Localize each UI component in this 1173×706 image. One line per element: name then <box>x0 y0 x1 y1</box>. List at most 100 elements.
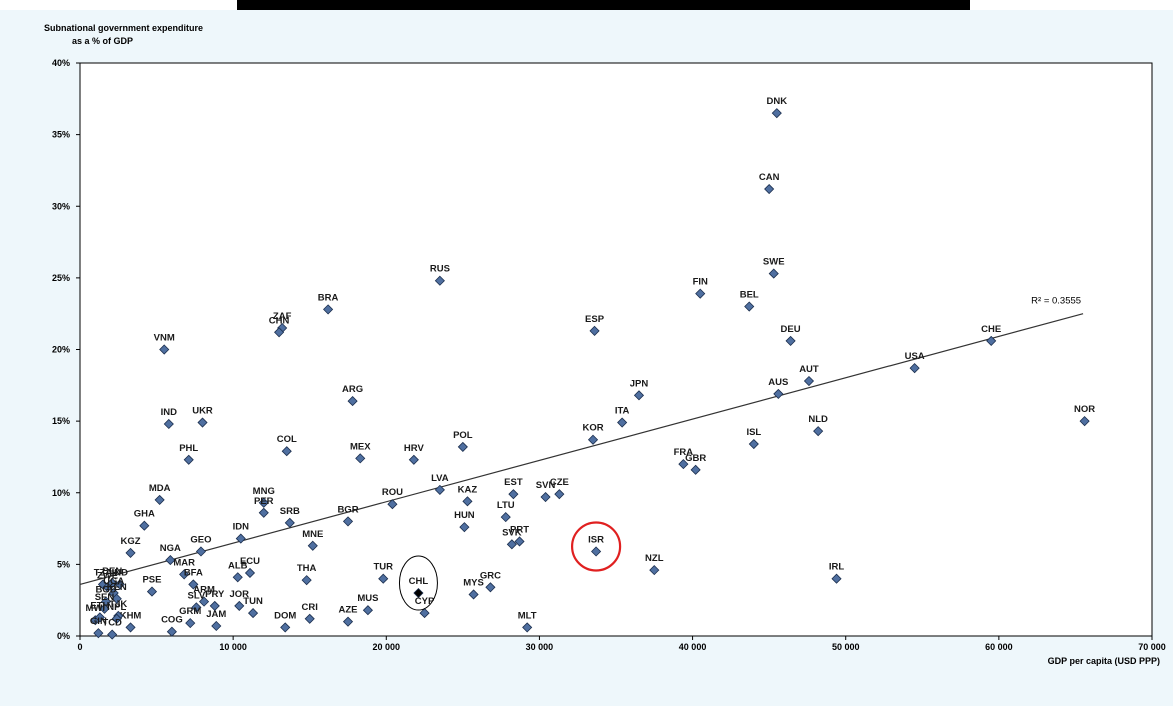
point-pol: POL <box>453 430 473 452</box>
point-label: SWE <box>763 257 785 268</box>
point-marker <box>258 497 269 508</box>
point-arm: ARM <box>193 585 215 607</box>
point-label: EST <box>504 477 523 488</box>
point-marker <box>304 613 315 624</box>
point-bra: BRA <box>318 292 339 315</box>
point-marker <box>1079 416 1090 427</box>
point-can: CAN <box>759 172 780 195</box>
point-kaz: KAZ <box>458 484 477 507</box>
point-label: PER <box>254 496 274 507</box>
point-marker <box>198 596 210 607</box>
point-bfa: BFA <box>184 567 203 590</box>
point-marker <box>695 288 706 299</box>
point-label: ISL <box>746 427 761 438</box>
point-label: DOM <box>274 610 296 621</box>
point-rus: RUS <box>430 264 450 286</box>
point-marker <box>434 484 445 495</box>
point-marker <box>468 589 479 600</box>
point-label: PRY <box>205 589 225 600</box>
point-label: FRA <box>674 447 694 458</box>
point-grm: GRM <box>179 606 201 629</box>
point-label: TZA <box>94 567 113 578</box>
point-label: ETH <box>90 600 109 611</box>
y-tick-label: 10% <box>52 488 70 498</box>
point-marker <box>589 325 600 336</box>
point-marker <box>93 628 104 639</box>
point-tur: TUR <box>373 562 393 584</box>
point-marker <box>355 453 366 464</box>
point-label: NPL <box>107 602 126 613</box>
point-marker <box>554 489 565 500</box>
point-marker <box>185 618 196 629</box>
point-label: CRI <box>302 602 318 613</box>
point-marker <box>183 454 194 465</box>
point-marker <box>617 417 628 428</box>
trendline <box>79 313 1084 586</box>
point-label: USA <box>905 351 925 362</box>
point-rou: ROU <box>382 487 403 510</box>
point-mar: MAR <box>173 557 195 580</box>
point-ltu: LTU <box>497 500 515 523</box>
scatter-chart: Subnational government expenditure as a … <box>44 23 1166 666</box>
point-label: ECU <box>240 556 260 567</box>
highlight-circles <box>398 521 622 611</box>
point-geo: GEO <box>190 534 212 557</box>
y-tick-label: 0% <box>57 631 70 641</box>
point-gha: GHA <box>134 509 155 531</box>
point-label: JAM <box>206 609 226 620</box>
y-ticks: 0% 5% 10% 15% 20% 25% 30% 35% 40% <box>52 58 80 641</box>
point-marker <box>139 520 150 531</box>
point-marker <box>307 540 318 551</box>
point-cyp: CYP <box>415 596 435 619</box>
point-marker <box>419 608 430 619</box>
point-label: BFA <box>184 567 203 578</box>
point-per: PER <box>254 496 274 518</box>
point-label: AUT <box>799 364 819 375</box>
point-marker <box>284 517 295 528</box>
point-marker <box>159 344 170 355</box>
point-label: ISR <box>588 534 604 545</box>
point-marker <box>771 108 782 119</box>
point-marker <box>462 496 473 507</box>
point-marker <box>485 582 496 593</box>
point-marker <box>166 626 177 637</box>
point-dom: DOM <box>274 610 296 633</box>
point-marker <box>690 464 701 475</box>
point-label: TCD <box>102 618 122 629</box>
point-marker <box>909 363 920 374</box>
point-label: ARG <box>342 384 363 395</box>
x-ticks: 0 10 000 20 000 30 000 40 000 50 000 60 000 70 … <box>77 636 1166 652</box>
point-marker <box>459 522 470 533</box>
y-tick-label: 40% <box>52 58 70 68</box>
point-label: COL <box>277 434 297 445</box>
point-marker <box>244 567 256 579</box>
point-label: CHE <box>981 324 1001 335</box>
point-marker <box>633 390 645 401</box>
point-label: PRT <box>510 524 529 535</box>
point-label: MEX <box>350 441 371 452</box>
point-label: CYP <box>415 596 435 607</box>
point-label: ARM <box>193 585 215 596</box>
point-alb: ALB <box>228 560 248 583</box>
top-bar <box>237 0 970 10</box>
x-tick-label: 50 000 <box>832 642 860 652</box>
point-arg: ARG <box>342 384 363 407</box>
point-label: SVK <box>502 527 522 538</box>
point-marker <box>94 612 105 623</box>
point-label: FIN <box>693 277 708 288</box>
point-mus: MUS <box>357 593 378 616</box>
point-label: BEL <box>740 290 759 301</box>
point-label: PHL <box>179 443 198 454</box>
point-marker <box>347 396 358 407</box>
point-marker <box>342 516 354 527</box>
point-label: MDA <box>149 483 171 494</box>
x-tick-label: 60 000 <box>985 642 1013 652</box>
point-ita: ITA <box>615 406 630 428</box>
point-marker <box>163 418 174 430</box>
point-label: GHA <box>134 509 155 520</box>
y-tick-label: 25% <box>52 273 70 283</box>
point-marker <box>744 301 755 312</box>
point-label: GIN <box>90 616 107 627</box>
point-npl: NPL <box>107 602 126 624</box>
